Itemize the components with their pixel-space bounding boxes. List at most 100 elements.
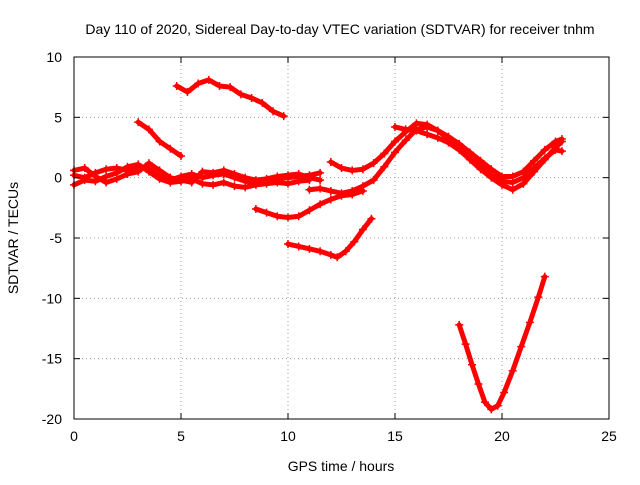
data-point: [341, 247, 350, 256]
data-point: [134, 160, 143, 169]
data-point: [112, 174, 121, 183]
y-tick-label: -5: [50, 230, 63, 246]
data-point: [123, 170, 132, 179]
data-point: [401, 136, 410, 145]
series-arc-8: [305, 122, 566, 198]
data-point: [305, 173, 314, 182]
data-point: [508, 172, 517, 181]
data-point: [369, 176, 378, 185]
data-point: [316, 176, 325, 185]
data-point: [348, 166, 357, 175]
data-point: [269, 107, 278, 116]
data-point: [284, 179, 292, 188]
data-point: [474, 380, 483, 389]
data-point: [487, 405, 496, 414]
data-point: [251, 205, 260, 214]
data-point: [251, 176, 260, 185]
x-tick-label: 10: [280, 428, 296, 444]
data-point: [198, 179, 207, 188]
data-point: [350, 237, 359, 246]
x-tick-label: 20: [494, 428, 510, 444]
data-point: [461, 340, 470, 349]
data-point: [517, 342, 526, 351]
data-point: [226, 83, 235, 92]
data-point: [540, 155, 549, 164]
data-point: [455, 320, 464, 329]
data-point: [177, 176, 185, 185]
data-point: [194, 79, 203, 88]
data-point: [209, 168, 218, 177]
data-point: [534, 293, 543, 302]
data-point: [219, 166, 228, 175]
y-tick-label: 5: [54, 109, 62, 125]
data-point: [187, 178, 196, 187]
data-point: [241, 183, 250, 192]
chart-title: Day 110 of 2020, Sidereal Day-to-day VTE…: [85, 21, 594, 37]
data-point: [305, 185, 314, 194]
y-tick-label: 0: [54, 170, 62, 186]
series-arc-7: [284, 214, 376, 262]
data-point: [326, 186, 335, 195]
data-point: [391, 122, 399, 131]
x-axis-label: GPS time / hours: [288, 458, 395, 474]
data-point: [172, 81, 181, 90]
data-point: [144, 167, 153, 176]
data-point: [155, 166, 164, 175]
data-layer: [70, 75, 566, 414]
data-point: [433, 126, 442, 135]
series-arc-11: [455, 272, 549, 414]
data-point: [204, 75, 213, 84]
x-tick-label: 0: [70, 428, 78, 444]
data-point: [391, 148, 399, 157]
data-point: [284, 240, 292, 249]
data-point: [487, 173, 496, 182]
data-point: [80, 176, 89, 185]
data-point: [155, 174, 164, 183]
data-point: [476, 165, 485, 174]
data-point: [294, 170, 303, 179]
data-point: [465, 155, 474, 164]
data-point: [540, 272, 549, 281]
data-point: [367, 214, 376, 223]
data-point: [444, 138, 453, 147]
data-point: [198, 167, 207, 176]
data-point: [540, 145, 549, 154]
data-point: [262, 174, 271, 183]
data-point: [305, 206, 314, 215]
data-point: [337, 189, 346, 198]
series-arc-6: [251, 186, 367, 222]
data-point: [262, 208, 271, 217]
data-point: [316, 247, 325, 256]
series-arc-5: [172, 75, 288, 121]
data-point: [525, 318, 534, 327]
data-point: [468, 360, 477, 369]
series-arc-4: [134, 118, 185, 160]
data-point: [348, 186, 357, 195]
data-point: [166, 173, 175, 182]
data-point: [134, 118, 143, 127]
data-point: [305, 244, 314, 253]
y-axis-label: SDTVAR / TECUs: [5, 182, 21, 294]
data-point: [236, 90, 245, 99]
data-point: [284, 213, 292, 222]
data-point: [476, 156, 485, 165]
data-point: [557, 137, 566, 146]
data-point: [230, 182, 239, 191]
series-line: [285, 216, 374, 260]
data-point: [230, 170, 239, 179]
data-point: [258, 98, 267, 107]
data-point: [401, 125, 410, 134]
grid-layer: [74, 57, 609, 419]
data-point: [519, 167, 528, 176]
data-point: [316, 168, 325, 177]
data-point: [284, 171, 292, 180]
data-point: [294, 212, 303, 221]
data-point: [380, 162, 389, 171]
data-point: [316, 200, 325, 209]
data-point: [155, 137, 164, 146]
data-point: [508, 185, 517, 194]
data-point: [423, 130, 432, 139]
data-point: [412, 119, 421, 128]
data-point: [241, 173, 250, 182]
